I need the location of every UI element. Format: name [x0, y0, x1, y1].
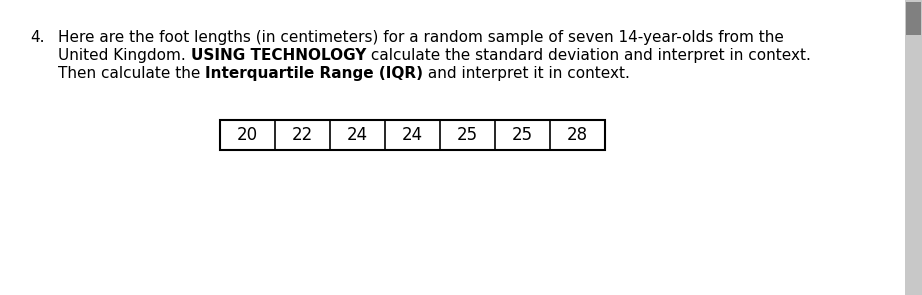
- Text: Then calculate the: Then calculate the: [58, 66, 206, 81]
- Text: 25: 25: [457, 126, 479, 144]
- Text: 25: 25: [512, 126, 533, 144]
- Text: 28: 28: [567, 126, 588, 144]
- Text: 4.: 4.: [30, 30, 44, 45]
- Text: Here are the foot lengths (in centimeters) for a random sample of seven 14-year-: Here are the foot lengths (in centimeter…: [58, 30, 784, 45]
- Text: calculate the standard deviation and interpret in context.: calculate the standard deviation and int…: [366, 48, 810, 63]
- Bar: [220, 120, 605, 150]
- Bar: [905, 0, 922, 295]
- Text: 24: 24: [347, 126, 368, 144]
- Text: 24: 24: [402, 126, 423, 144]
- Text: Interquartile Range (IQR): Interquartile Range (IQR): [206, 66, 423, 81]
- Text: United Kingdom.: United Kingdom.: [58, 48, 191, 63]
- Text: USING TECHNOLOGY: USING TECHNOLOGY: [191, 48, 366, 63]
- Bar: [906, 2, 921, 35]
- Text: 20: 20: [237, 126, 258, 144]
- Text: 22: 22: [292, 126, 313, 144]
- Text: and interpret it in context.: and interpret it in context.: [423, 66, 630, 81]
